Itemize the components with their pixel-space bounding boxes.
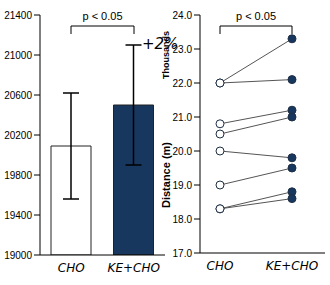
html-text:p < 0.05: p < 0.05 xyxy=(82,10,123,22)
svg-text:20200: 20200 xyxy=(8,130,32,141)
svg-text:21000: 21000 xyxy=(8,50,32,61)
svg-text:21.0: 21.0 xyxy=(173,112,193,123)
html-text:+2%: +2% xyxy=(142,35,179,53)
svg-text:18.0: 18.0 xyxy=(173,214,193,225)
svg-text:24.0: 24.0 xyxy=(173,10,193,21)
svg-text:20600: 20600 xyxy=(8,90,32,101)
svg-text:KE+CHO: KE+CHO xyxy=(266,259,318,273)
svg-text:19000: 19000 xyxy=(8,250,32,261)
html-text:p < 0.05: p < 0.05 xyxy=(236,10,276,22)
svg-text:KE+CHO: KE+CHO xyxy=(108,261,160,275)
svg-text:17.0: 17.0 xyxy=(173,248,193,259)
html-text:Distance (m): Distance (m) xyxy=(160,142,172,208)
svg-text:23.0: 23.0 xyxy=(173,44,193,55)
svg-text:22.0: 22.0 xyxy=(173,78,193,89)
svg-text:19.0: 19.0 xyxy=(173,180,193,191)
svg-text:19400: 19400 xyxy=(8,210,32,221)
svg-text:CHO: CHO xyxy=(207,259,234,273)
html-text:Thousands: Thousands xyxy=(161,31,171,79)
svg-text:20.0: 20.0 xyxy=(173,146,193,157)
svg-text:21400: 21400 xyxy=(8,10,32,21)
svg-text:19800: 19800 xyxy=(8,170,32,181)
svg-text:CHO: CHO xyxy=(58,261,85,275)
